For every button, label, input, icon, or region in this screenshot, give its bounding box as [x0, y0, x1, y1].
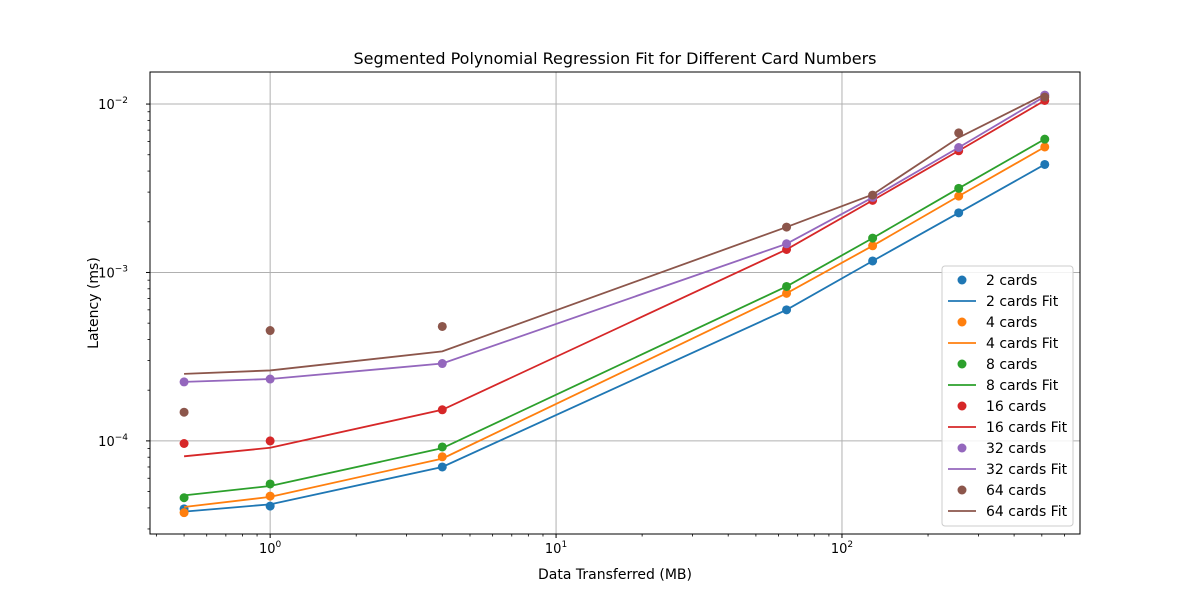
series-layer [179, 90, 1050, 518]
data-point [437, 321, 447, 331]
data-point [179, 377, 189, 387]
series-8-cards [179, 134, 1050, 503]
fit-line-16-cards [183, 99, 1046, 458]
legend-label: 8 cards [986, 357, 1037, 373]
legend-box [941, 265, 1074, 527]
plot-frame [149, 71, 1081, 535]
fit-line-2-cards [184, 163, 1046, 513]
legend-marker [957, 485, 967, 495]
data-point [1040, 142, 1050, 152]
legend-marker [957, 275, 967, 285]
data-point [954, 128, 964, 138]
legend-label: 32 cards [986, 441, 1046, 457]
y-tick-label: 10−4 [98, 433, 128, 450]
y-tick-label: 10−3 [98, 264, 128, 281]
data-point [265, 326, 275, 336]
y-axis-label: Latency (ms) [86, 257, 102, 349]
fit-line-8-cards [183, 138, 1046, 497]
legend-label: 4 cards [986, 315, 1037, 331]
fit-line-32-cards [184, 95, 1046, 383]
x-tick-label: 102 [831, 540, 853, 557]
data-point [265, 436, 275, 446]
fit-line-64-cards [184, 93, 1046, 375]
series-2-cards [179, 159, 1050, 514]
fit-line-4-cards [183, 146, 1046, 508]
legend-marker [957, 359, 967, 369]
legend-label: 2 cards [986, 273, 1037, 289]
data-point [179, 508, 189, 518]
legend-marker [957, 443, 967, 453]
series-64-cards [179, 92, 1050, 417]
legend-label: 16 cards Fit [986, 420, 1068, 436]
legend: 2 cards 2 cards Fit 4 cards 4 cards Fit 8 ca… [941, 265, 1074, 527]
series-32-cards [179, 90, 1050, 387]
series-4-cards [179, 142, 1050, 518]
legend-label: 64 cards [986, 483, 1046, 499]
data-point [1040, 134, 1050, 144]
legend-label: 4 cards Fit [986, 336, 1059, 352]
x-tick-label: 101 [545, 540, 567, 557]
legend-label: 64 cards Fit [986, 504, 1068, 520]
legend-marker [957, 317, 967, 327]
x-tick-label: 100 [259, 540, 282, 557]
legend-marker [957, 401, 967, 411]
legend-label: 32 cards Fit [986, 462, 1068, 478]
series-16-cards [179, 95, 1050, 458]
data-point [179, 438, 189, 448]
y-tick-label: 10−2 [98, 96, 128, 113]
legend-label: 16 cards [986, 399, 1046, 415]
chart-title: Segmented Polynomial Regression Fit for … [353, 49, 876, 68]
legend-label: 8 cards Fit [986, 378, 1059, 394]
data-point [179, 407, 189, 417]
legend-label: 2 cards Fit [986, 294, 1059, 310]
axis-ticks: 100 101 102 10−4 10−3 10−2 [98, 96, 1065, 557]
x-axis-label: Data Transferred (MB) [538, 567, 692, 583]
data-point [1040, 159, 1050, 169]
data-point [1040, 92, 1050, 102]
